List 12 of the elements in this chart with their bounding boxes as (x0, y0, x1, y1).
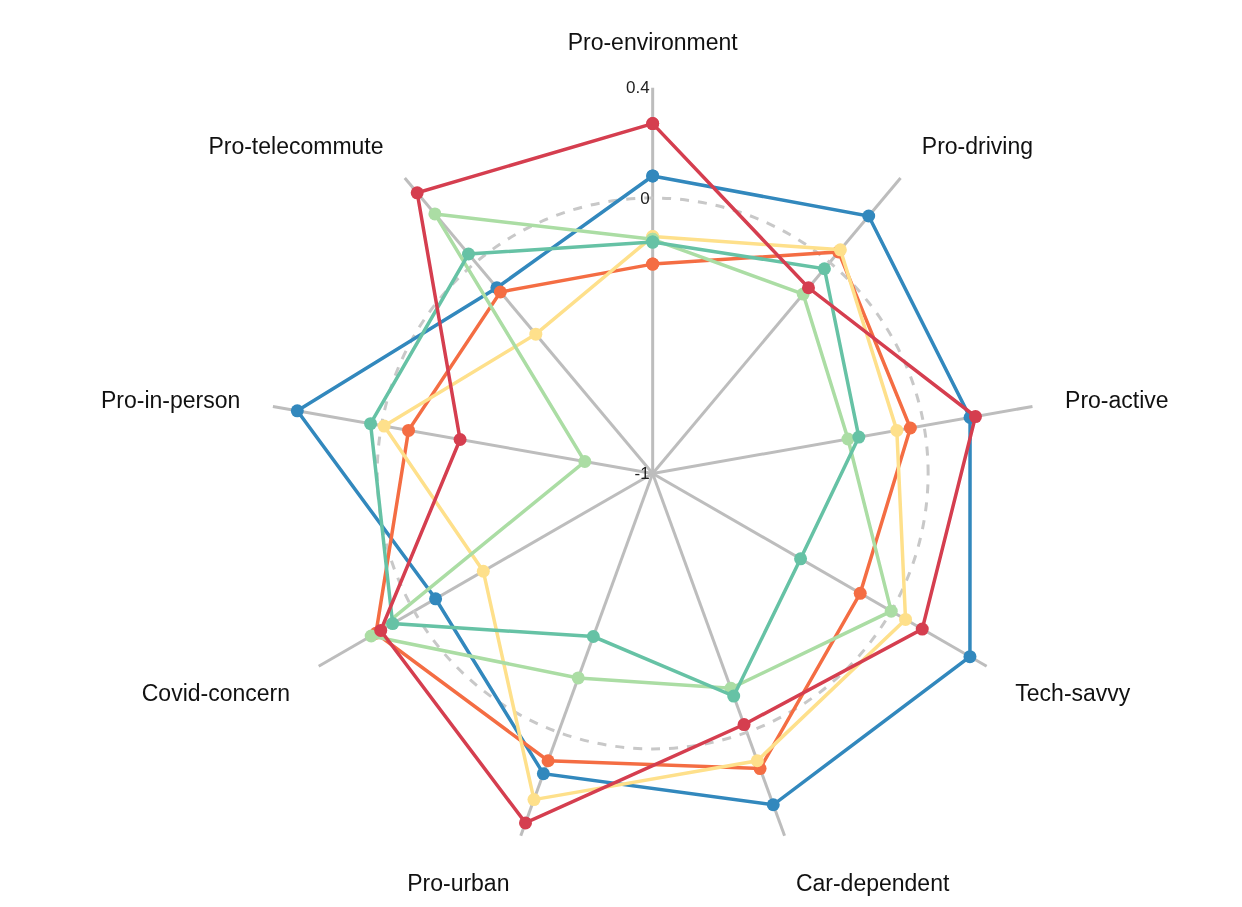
spoke-label: Tech-savvy (1015, 680, 1131, 707)
y-tick-label: 0 (640, 188, 650, 208)
spoke-label: Pro-urban (407, 870, 510, 897)
y-tick-label: 0.4 (625, 78, 650, 98)
spoke-label: Pro-telecommute (208, 133, 384, 160)
spoke-label: Pro-driving (921, 133, 1034, 160)
spoke-label: Covid-concern (141, 680, 291, 707)
y-tick-label: -1 (634, 463, 650, 483)
spoke-label: Pro-environment (567, 29, 739, 56)
spoke-label: Pro-in-person (100, 386, 241, 413)
spoke-label: Pro-active (1065, 386, 1169, 413)
spoke-label: Car-dependent (795, 870, 950, 897)
